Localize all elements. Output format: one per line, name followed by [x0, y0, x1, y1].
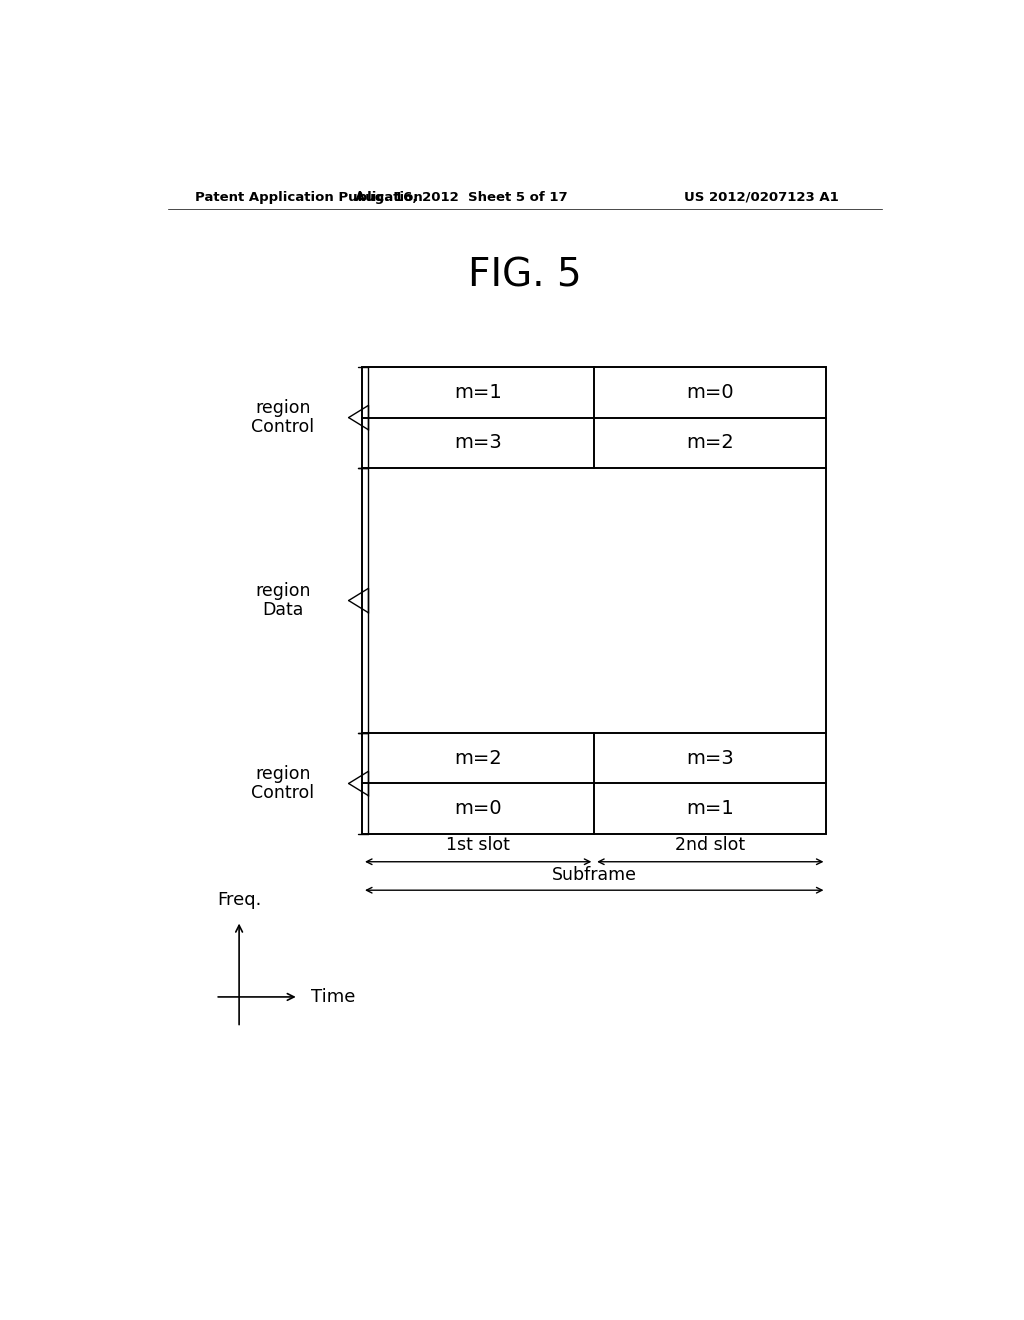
- Text: region: region: [255, 400, 310, 417]
- Text: m=0: m=0: [455, 800, 502, 818]
- Text: m=2: m=2: [686, 433, 734, 453]
- Text: 1st slot: 1st slot: [446, 837, 510, 854]
- Text: Aug. 16, 2012  Sheet 5 of 17: Aug. 16, 2012 Sheet 5 of 17: [355, 190, 567, 203]
- Text: Control: Control: [251, 784, 314, 801]
- Text: 2nd slot: 2nd slot: [675, 837, 745, 854]
- Text: m=0: m=0: [686, 383, 734, 401]
- Text: m=1: m=1: [686, 800, 734, 818]
- Text: region: region: [255, 766, 310, 783]
- Bar: [362, 367, 826, 834]
- Text: Freq.: Freq.: [217, 891, 261, 908]
- Text: region: region: [255, 582, 310, 601]
- Text: m=2: m=2: [455, 748, 502, 767]
- Text: Subframe: Subframe: [552, 866, 637, 884]
- Text: m=1: m=1: [455, 383, 502, 401]
- Text: Data: Data: [262, 601, 303, 619]
- Text: Control: Control: [251, 417, 314, 436]
- Text: US 2012/0207123 A1: US 2012/0207123 A1: [684, 190, 839, 203]
- Text: m=3: m=3: [455, 433, 502, 453]
- Text: Patent Application Publication: Patent Application Publication: [196, 190, 423, 203]
- Text: m=3: m=3: [686, 748, 734, 767]
- Text: FIG. 5: FIG. 5: [468, 256, 582, 294]
- Text: Time: Time: [310, 987, 355, 1006]
